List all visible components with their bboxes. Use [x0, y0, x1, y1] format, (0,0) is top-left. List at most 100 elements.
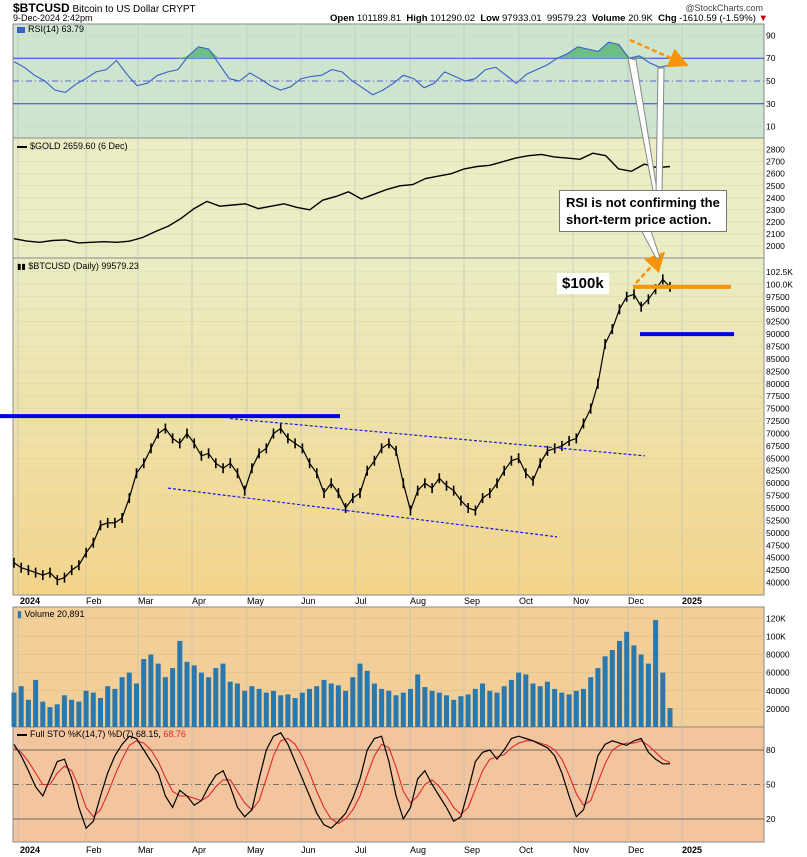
- volume-bar: [516, 672, 522, 727]
- volume-bar: [436, 692, 442, 727]
- volume-tick-label: 100K: [766, 631, 786, 641]
- x-tick-label-bottom: Mar: [138, 845, 154, 855]
- volume-bar: [33, 679, 39, 727]
- volume-bar: [638, 654, 644, 727]
- annotation-100k: $100k: [557, 273, 609, 294]
- gold-tick-label: 2700: [766, 157, 785, 167]
- volume-bar: [422, 687, 428, 727]
- volume-bar: [206, 677, 212, 727]
- volume-bar: [595, 668, 601, 727]
- sto-legend: Full STO %K(14,7) %D(7) 68.15, 68.76: [17, 729, 186, 739]
- x-tick-label-top: Feb: [86, 596, 102, 606]
- volume-bar: [617, 640, 622, 727]
- volume-bar: [415, 674, 421, 727]
- volume-bar: [307, 688, 312, 727]
- change-value: -1610.59 (-1.59%): [679, 13, 756, 24]
- volume-bar: [480, 683, 485, 727]
- price-line: [13, 278, 671, 581]
- price-panel: [12, 257, 765, 596]
- volume-bar: [343, 690, 349, 728]
- volume-bar: [90, 692, 96, 727]
- volume-bar: [170, 668, 176, 727]
- volume-bar: [126, 672, 132, 727]
- volume-bar: [220, 663, 226, 727]
- volume-bar: [379, 688, 385, 727]
- volume-bar: [321, 679, 327, 727]
- rsi-divergence-arrow: [629, 38, 689, 68]
- volume-bar: [112, 688, 118, 727]
- volume-bar: [148, 654, 154, 727]
- price-tick-label: 92500: [766, 317, 790, 327]
- x-tick-label-bottom: Nov: [573, 845, 590, 855]
- volume-bar: [501, 686, 507, 727]
- rsi-tick-label: 30: [766, 99, 776, 109]
- volume-tick-label: 20000: [766, 704, 790, 714]
- volume-bar: [98, 698, 103, 727]
- volume-bar: [184, 661, 190, 728]
- volume-bar: [465, 694, 471, 727]
- x-tick-label-bottom: Sep: [464, 845, 480, 855]
- volume-bar: [141, 659, 147, 727]
- symbol-label: $BTCUSD: [13, 1, 70, 15]
- volume-bar: [444, 695, 449, 727]
- x-tick-label-top: May: [247, 596, 265, 606]
- x-tick-label-bottom: Jun: [301, 845, 316, 855]
- price-tick-label: 62500: [766, 466, 790, 476]
- x-tick-label-top: Nov: [573, 596, 590, 606]
- price-tick-label: 60000: [766, 478, 790, 488]
- volume-bar: [408, 688, 413, 727]
- volume-bar: [472, 688, 478, 727]
- rsi-callout: RSI is not confirming the short-term pri…: [559, 190, 727, 232]
- volume-bar: [508, 679, 514, 727]
- x-tick-label-bottom: Jul: [355, 845, 367, 855]
- price-tick-label: 57500: [766, 491, 790, 501]
- volume-bar: [357, 663, 363, 727]
- volume-bar: [451, 699, 457, 727]
- price-tick-label: 72500: [766, 416, 790, 426]
- volume-bar: [198, 672, 204, 727]
- price-tick-label: 90000: [766, 329, 790, 339]
- volume-bar: [314, 686, 320, 727]
- volume-bar: [487, 690, 493, 728]
- x-tick-label-bottom: Apr: [192, 845, 206, 855]
- volume-bar: [263, 692, 269, 727]
- volume-bar: [631, 645, 637, 727]
- volume-bar: [653, 620, 659, 727]
- sto-k-line: [13, 732, 670, 830]
- price-legend: ▮▮ $BTCUSD (Daily) 99579.23: [17, 261, 139, 271]
- volume-tick-label: 60000: [766, 668, 790, 678]
- volume-bar: [552, 688, 558, 727]
- rsi-legend: RSI(14) 63.79: [17, 24, 84, 34]
- volume-bar: [83, 690, 89, 728]
- price-tick-label: 85000: [766, 354, 790, 364]
- price-tick-label: 52500: [766, 515, 790, 525]
- gold-tick-label: 2300: [766, 205, 785, 215]
- price-tick-label: 55000: [766, 503, 790, 513]
- volume-bar: [11, 692, 17, 727]
- rsi-tick-label: 50: [766, 76, 776, 86]
- channel-upper-line: [229, 417, 646, 457]
- volume-bar: [47, 707, 53, 727]
- price-tick-label: 42500: [766, 565, 790, 575]
- volume-bar: [299, 692, 305, 727]
- volume-bar: [213, 668, 219, 727]
- x-tick-label-bottom: Dec: [628, 845, 645, 855]
- price-tick-label: 40000: [766, 578, 790, 588]
- price-tick-label: 102.5K: [766, 267, 793, 277]
- price-tick-label: 100.0K: [766, 279, 793, 289]
- callout-pointer-rsi-right: [655, 67, 665, 197]
- volume-bar: [609, 650, 615, 727]
- volume-bar: [76, 701, 82, 727]
- price-tick-label: 82500: [766, 366, 790, 376]
- x-tick-label-bottom: Oct: [519, 845, 534, 855]
- volume-bar: [61, 695, 67, 727]
- volume-bar: [602, 656, 608, 727]
- x-tick-label-top: 2024: [20, 596, 40, 606]
- volume-bar: [624, 631, 630, 727]
- price-tick-label: 50000: [766, 528, 790, 538]
- sto-tick-label: 80: [766, 745, 776, 755]
- gold-tick-label: 2100: [766, 229, 785, 239]
- x-tick-label-top: Apr: [192, 596, 206, 606]
- x-tick-label-top: Dec: [628, 596, 645, 606]
